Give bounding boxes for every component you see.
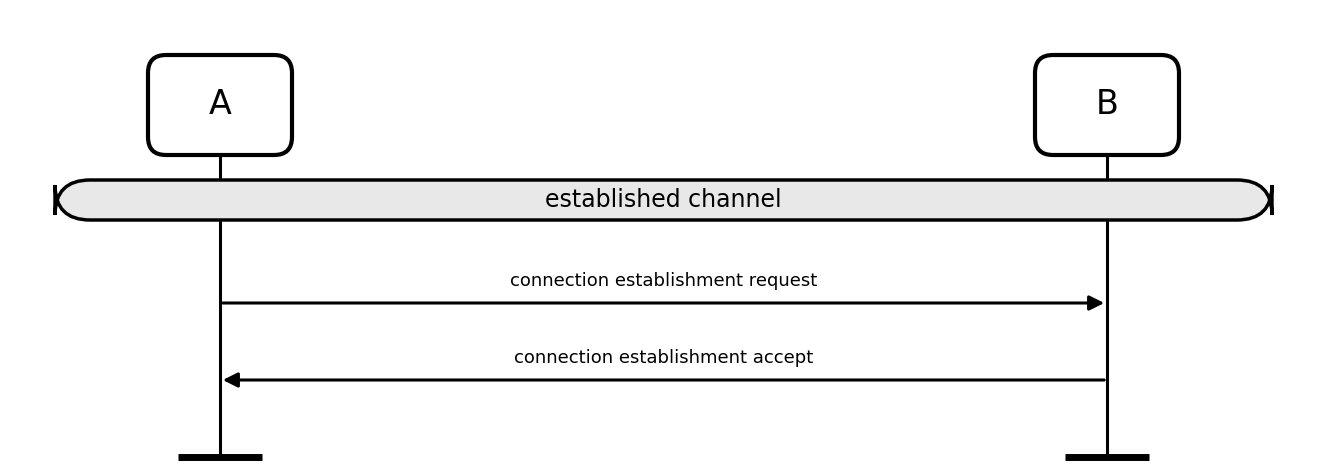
- Text: established channel: established channel: [545, 188, 782, 212]
- Text: connection establishment request: connection establishment request: [510, 272, 817, 290]
- Text: connection establishment accept: connection establishment accept: [514, 349, 813, 367]
- FancyBboxPatch shape: [54, 180, 1273, 220]
- FancyBboxPatch shape: [1035, 55, 1178, 155]
- FancyBboxPatch shape: [149, 55, 292, 155]
- Text: A: A: [208, 88, 231, 122]
- Text: B: B: [1096, 88, 1119, 122]
